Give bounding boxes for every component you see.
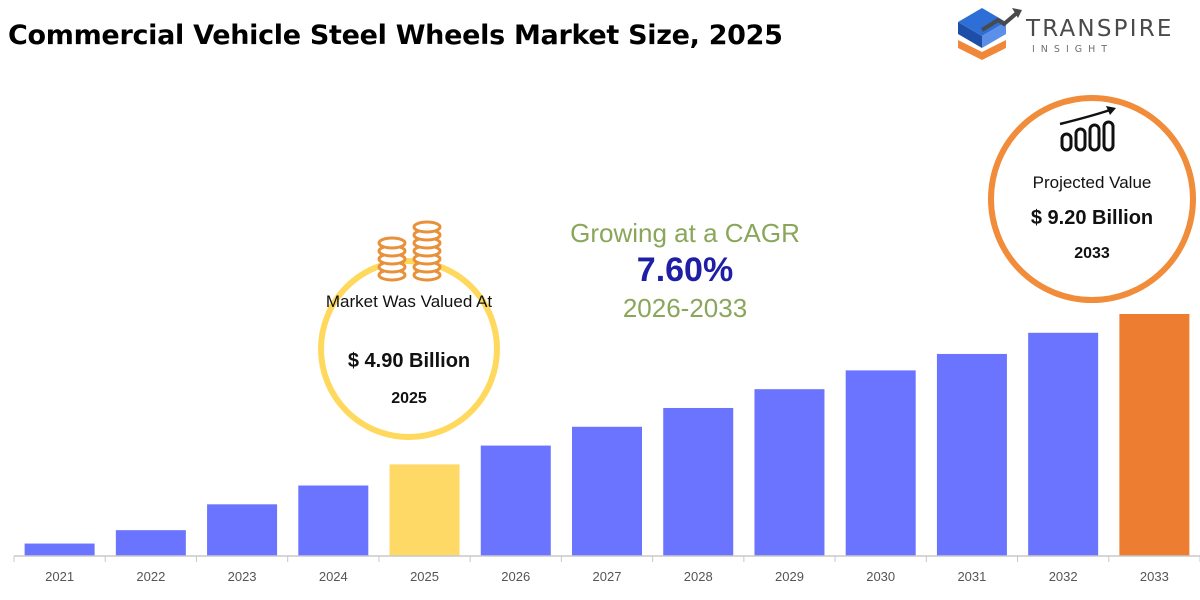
brand-tagline: INSIGHT [1032,44,1114,55]
x-tick-label: 2033 [1140,569,1169,584]
x-tick-label: 2029 [775,569,804,584]
growth-chart-icon [1059,106,1116,152]
coin-stack-icon [377,220,442,282]
bar-2028 [663,407,734,556]
x-tick-label: 2026 [501,569,530,584]
brand-name: TRANSPIRE [1026,16,1174,42]
bar-2027 [572,426,642,556]
cagr-label: Growing at a CAGR [570,218,800,248]
bar-2033 [1119,314,1190,556]
bar-2023 [207,504,278,556]
base-year-label: Market Was Valued At [325,292,493,311]
bar-2032 [1028,332,1099,556]
x-tick-label: 2023 [228,569,257,584]
base-year-value: $ 4.90 Billion [347,350,471,372]
x-tick-label: 2025 [410,569,439,584]
projected-value: $ 9.20 Billion [1030,207,1154,229]
bar-2024 [298,485,369,556]
page-title: Commercial Vehicle Steel Wheels Market S… [8,20,783,51]
cagr-period: 2026-2033 [622,293,748,323]
stepped-arrow-logo-icon [958,8,1022,60]
x-tick-label: 2028 [684,569,713,584]
x-tick-label: 2022 [136,569,165,584]
bar-2021 [24,543,95,556]
brand-logo: TRANSPIRE INSIGHT [952,4,1192,64]
projected-year: 2033 [1074,245,1110,262]
bar-2022 [115,530,186,556]
bar-2026 [480,445,551,556]
x-tick-label: 2021 [45,569,74,584]
bar-2031 [936,353,1007,556]
bar-2025 [389,464,460,556]
base-year-year: 2025 [391,390,427,407]
base-year-callout: Market Was Valued At $ 4.90 Billion 2025 [318,258,500,440]
bar-2029 [754,389,825,556]
x-tick-label: 2024 [319,569,348,584]
x-tick-label: 2030 [866,569,895,584]
x-tick-label: 2027 [593,569,622,584]
x-tick-label: 2032 [1049,569,1078,584]
bar-2030 [845,370,916,556]
cagr-value: 7.60% [636,251,734,289]
x-tick-label: 2031 [957,569,986,584]
projected-label: Projected Value [1032,173,1152,192]
